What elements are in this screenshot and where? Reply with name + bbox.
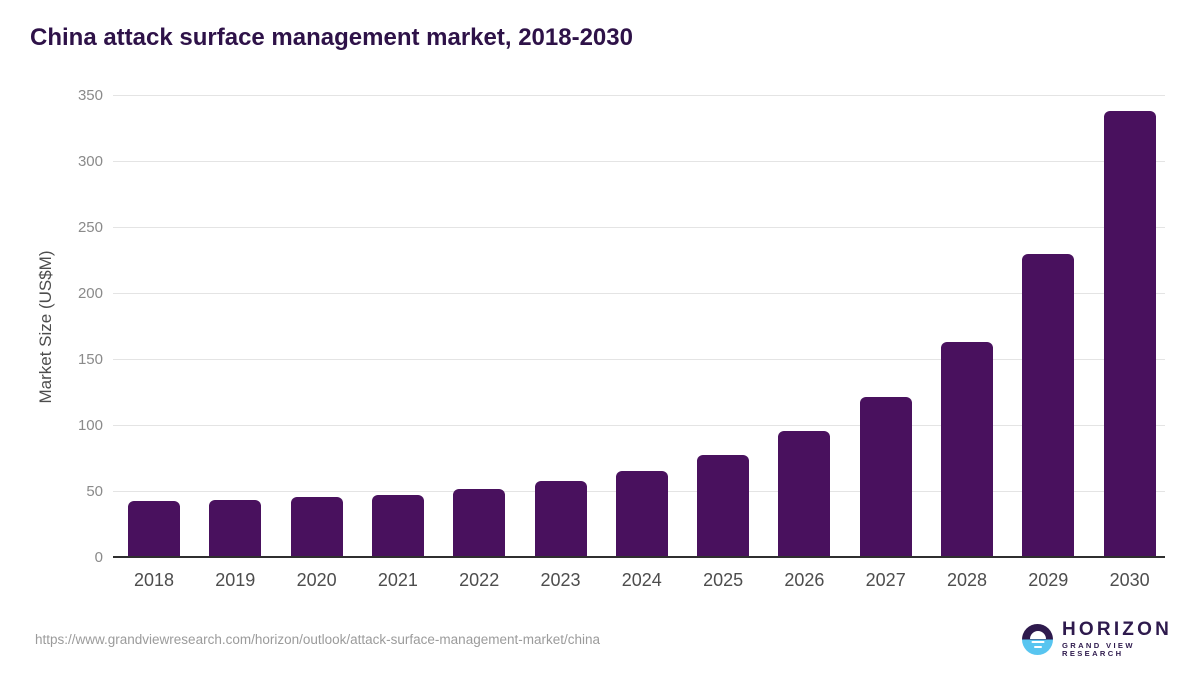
x-tick-label-2023: 2023 [540,570,581,590]
logo-text: HORIZON GRAND VIEW RESEARCH [1062,620,1200,658]
bar-2022 [453,489,506,558]
source-url: https://www.grandviewresearch.com/horizo… [35,632,601,647]
gridline-100 [113,425,1165,426]
x-tick-label-2028: 2028 [946,570,988,590]
logo-subname: GRAND VIEW RESEARCH [1062,641,1135,658]
bar-2023 [534,481,587,558]
x-tick-label-2025: 2025 [703,570,744,590]
wave-line-shape [1033,646,1042,648]
x-tick-label-2030: 2030 [1109,570,1150,590]
bar-2027 [859,396,912,558]
y-tick-label-300: 300 [77,153,103,170]
y-axis-title: Market Size (US$M) [36,250,55,404]
bar-2028 [941,341,993,558]
y-tick-label-100: 100 [77,417,103,434]
bar-2018 [128,501,180,558]
logo-name: HORIZON [1062,619,1173,640]
gridline-250 [113,227,1165,228]
x-tick-label-2029: 2029 [1028,570,1069,590]
y-tick-label-0: 0 [94,549,103,566]
horizon-logo-icon [1022,623,1053,655]
bar-2025 [697,455,750,558]
bar-2029 [1022,254,1075,558]
wave-line-shape [1031,641,1044,643]
sun-dome-shape [1029,631,1046,639]
bar-2024 [615,470,668,558]
y-tick-label-200: 200 [77,285,103,302]
x-tick-label-2024: 2024 [621,570,662,590]
x-axis-labels: 2018 2019 2020 2021 2022 2023 2024 2025 2026 2027… [113,570,1165,594]
x-tick-label-2022: 2022 [459,570,500,590]
y-tick-label-150: 150 [77,351,103,368]
x-tick-label-2018: 2018 [133,570,175,590]
x-tick-label-2019: 2019 [215,570,256,590]
x-axis-line [113,556,1165,558]
bar-2019 [209,499,262,558]
bar-2026 [778,431,831,558]
y-tick-label-250: 250 [77,219,103,236]
gridline-350 [113,95,1165,96]
y-axis-tick-labels: 0 50 100 150 200 250 300 350 [55,87,103,566]
y-tick-label-50: 50 [86,483,103,500]
gridline-150 [113,359,1165,360]
chart-title: China attack surface management market, … [30,24,633,51]
bar-2021 [371,494,424,558]
gridline-300 [113,161,1165,162]
horizon-logo: HORIZON GRAND VIEW RESEARCH [1022,620,1200,658]
bar-2020 [290,497,343,558]
y-tick-label-350: 350 [77,87,103,104]
x-tick-label-2026: 2026 [784,570,825,590]
plot-area [113,95,1165,558]
x-tick-label-2021: 2021 [377,570,418,590]
x-tick-label-2027: 2027 [865,570,906,590]
x-tick-label-2020: 2020 [296,570,337,590]
gridline-200 [113,293,1165,294]
bar-2030 [1103,110,1156,558]
